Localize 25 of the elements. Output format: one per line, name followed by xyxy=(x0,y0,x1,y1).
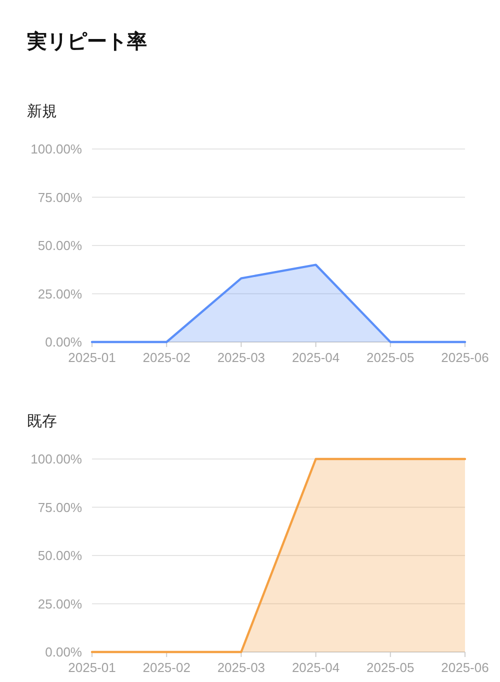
x-tick-label: 2025-04 xyxy=(292,660,340,675)
chart-title: 実リピート率 xyxy=(26,30,147,53)
chart-subtitle: 既存 xyxy=(27,413,57,430)
x-tick-label: 2025-01 xyxy=(68,350,116,365)
y-tick-label: 50.00% xyxy=(38,548,82,563)
x-tick-label: 2025-04 xyxy=(292,350,340,365)
y-tick-label: 25.00% xyxy=(38,286,82,302)
y-tick-label: 0.00% xyxy=(45,644,82,660)
y-tick-label: 25.00% xyxy=(38,596,82,612)
x-tick-label: 2025-03 xyxy=(217,660,266,675)
y-tick-label: 75.00% xyxy=(38,500,82,515)
y-tick-label: 50.00% xyxy=(38,238,82,253)
x-tick-label: 2025-06 xyxy=(441,350,489,365)
y-tick-label: 100.00% xyxy=(30,452,82,466)
x-tick-label: 2025-01 xyxy=(68,660,116,675)
x-tick-label: 2025-05 xyxy=(366,660,414,675)
x-tick-label: 2025-02 xyxy=(142,660,190,675)
chart-subtitle: 新規 xyxy=(27,103,57,120)
x-tick-label: 2025-02 xyxy=(142,350,190,365)
y-tick-label: 75.00% xyxy=(38,190,82,205)
y-tick-label: 100.00% xyxy=(30,142,82,156)
x-tick-label: 2025-05 xyxy=(366,350,414,365)
x-tick-label: 2025-03 xyxy=(217,350,266,365)
x-tick-label: 2025-06 xyxy=(441,660,489,675)
y-tick-label: 0.00% xyxy=(45,334,82,350)
